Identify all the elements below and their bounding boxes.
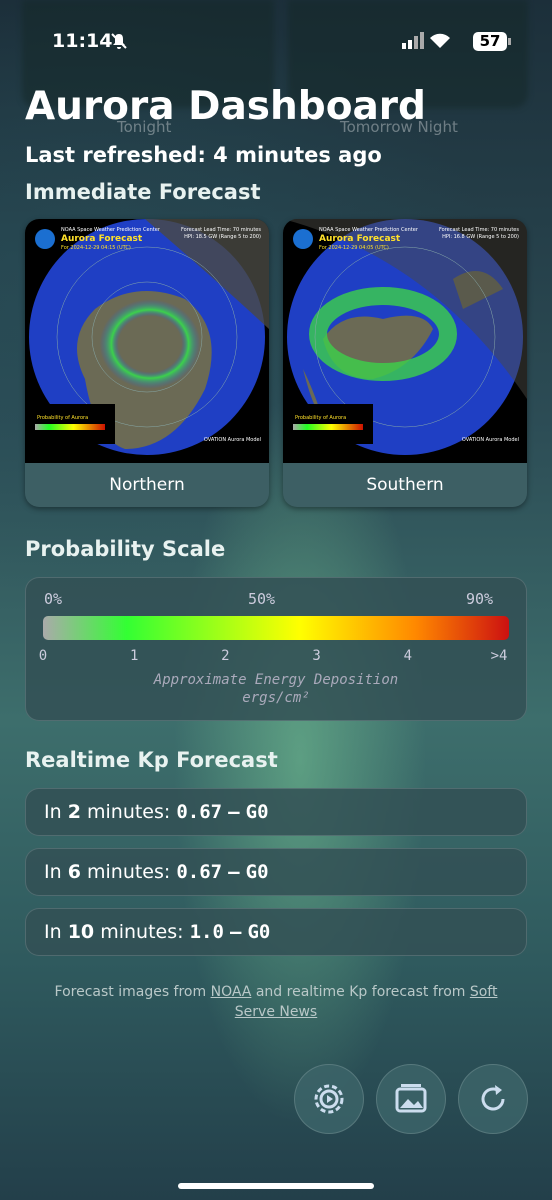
map-title: Aurora Forecast: [319, 234, 401, 244]
kp-lead: In: [44, 921, 62, 943]
battery-level: 57: [479, 32, 501, 50]
kp-scale: G0: [245, 801, 269, 823]
percent-label: 50%: [248, 590, 276, 608]
energy-tick: >4: [490, 648, 508, 664]
kp-separator: —: [228, 801, 240, 823]
kp-lead: In: [44, 801, 62, 823]
map-valid: For 2024-12-29 04:15 (UTC): [61, 245, 131, 251]
background-card: [288, 0, 528, 108]
map-source: NOAA Space Weather Prediction Center: [319, 227, 419, 233]
section-heading: Realtime Kp Forecast: [25, 748, 278, 772]
energy-tick: 0: [38, 648, 48, 664]
percent-label: 0%: [44, 590, 63, 608]
refresh-button[interactable]: [458, 1064, 528, 1134]
app-title: Aurora Dashboard: [25, 84, 426, 129]
kp-minutes: 6: [67, 861, 81, 883]
kp-unit: minutes:: [86, 861, 171, 883]
kp-separator: —: [228, 861, 240, 883]
scale-caption: Approximate Energy Deposition: [153, 672, 399, 688]
kp-separator: —: [229, 921, 242, 943]
status-time: 11:14: [52, 30, 113, 52]
mute-icon: [111, 33, 127, 49]
kp-value: 0.67: [176, 861, 223, 883]
map-valid: For 2024-12-29 04:05 (UTC): [319, 245, 389, 251]
kp-row: In 6 minutes: 0.67 — G0: [25, 848, 527, 896]
card-label: Northern: [109, 475, 185, 495]
softserve-link[interactable]: Soft Serve News: [234, 984, 498, 1020]
map-lead: Forecast Lead Time: 70 minutes: [181, 227, 261, 233]
section-heading: Probability Scale: [25, 537, 226, 561]
kp-value: 1.0: [189, 921, 224, 943]
scale-unit: ergs/cm²: [242, 690, 310, 706]
kp-unit: minutes:: [86, 801, 171, 823]
footer-text: Forecast images from: [54, 984, 207, 1000]
map-model: OVATION Aurora Model: [204, 437, 261, 443]
noaa-link[interactable]: NOAA: [210, 984, 252, 1000]
kp-minutes: 2: [67, 801, 81, 823]
energy-tick: 3: [312, 648, 321, 664]
map-hpi: HPI: 16.8 GW (Range 5 to 200): [442, 234, 519, 240]
settings-button[interactable]: [294, 1064, 364, 1134]
probability-gradient: [43, 616, 509, 640]
gallery-button[interactable]: [376, 1064, 446, 1134]
footer: Forecast images from NOAA and realtime K…: [40, 982, 512, 1022]
map-model: OVATION Aurora Model: [462, 437, 519, 443]
kp-minutes: 10: [67, 921, 95, 943]
card-label: Southern: [366, 475, 444, 495]
map-legend-title: Probability of Aurora: [295, 415, 346, 421]
scale-panel: 0% 50% 90% 0 1 2 3 4 >4 Approximate Energy De…: [25, 577, 527, 721]
home-indicator: [178, 1183, 374, 1189]
kp-row: In 10 minutes: 1.0 — G0: [25, 908, 527, 956]
kp-scale: G0: [247, 921, 271, 943]
kp-lead: In: [44, 861, 62, 883]
last-refreshed: Last refreshed: 4 minutes ago: [25, 143, 382, 167]
aurora-map: NOAA Space Weather Prediction Center Aur…: [25, 219, 269, 463]
map-source: NOAA Space Weather Prediction Center: [61, 227, 161, 233]
background-label: Tomorrow Night: [340, 118, 458, 136]
kp-scale: G0: [245, 861, 269, 883]
map-hpi: HPI: 18.5 GW (Range 5 to 200): [184, 234, 261, 240]
forecast-card[interactable]: NOAA Space Weather Prediction Center Aur…: [25, 219, 269, 507]
kp-row: In 2 minutes: 0.67 — G0: [25, 788, 527, 836]
status-icons: [402, 32, 511, 51]
background-label: Tonight: [117, 118, 172, 136]
map-legend-title: Probability of Aurora: [37, 415, 88, 421]
energy-tick: 2: [221, 648, 230, 664]
kp-value: 0.67: [176, 801, 223, 823]
section-heading: Immediate Forecast: [25, 180, 261, 204]
kp-unit: minutes:: [100, 921, 184, 943]
aurora-map: NOAA Space Weather Prediction Center Aur…: [283, 219, 527, 463]
footer-text: and realtime Kp forecast from: [255, 984, 466, 1000]
background-card: [22, 0, 274, 108]
energy-tick: 1: [129, 648, 139, 664]
map-title: Aurora Forecast: [61, 234, 143, 244]
map-lead: Forecast Lead Time: 70 minutes: [439, 227, 519, 233]
energy-tick: 4: [403, 648, 413, 664]
forecast-card[interactable]: NOAA Space Weather Prediction Center Aur…: [283, 219, 527, 507]
percent-label: 90%: [466, 590, 494, 608]
